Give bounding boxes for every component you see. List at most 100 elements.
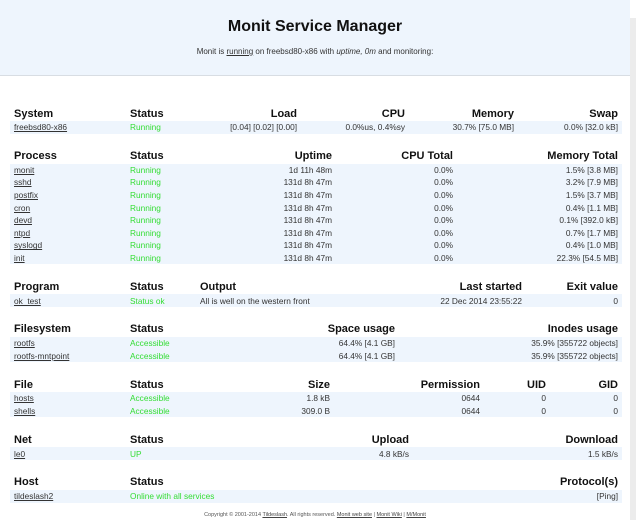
value-cell: 1d 11h 48m <box>200 163 336 177</box>
value-cell: 0.4% [1.1 MB] <box>457 201 622 214</box>
value-cell: 0644 <box>334 404 484 418</box>
column-header: Space usage <box>327 323 395 336</box>
value-cell: 131d 8h 47m <box>200 201 336 214</box>
column-header: CPU Total <box>401 150 453 163</box>
service-link[interactable]: le0 <box>14 448 26 459</box>
status-cell: Accessible <box>126 404 200 418</box>
status-host: on freebsd80-x86 with <box>253 47 337 56</box>
value-cell: 131d 8h 47m <box>200 176 336 189</box>
value-cell: 35.9% [355722 objects] <box>399 349 622 363</box>
service-link[interactable]: postfix <box>14 190 38 201</box>
table-row: le0 UP 4.8 kB/s 1.5 kB/s <box>10 447 622 460</box>
column-header: Net <box>14 433 32 446</box>
status-prefix: Monit is <box>196 47 227 56</box>
service-name-cell: monit <box>10 163 126 177</box>
value-cell: 131d 8h 47m <box>200 213 336 227</box>
value-cell: 0.0% [32.0 kB] <box>518 121 622 134</box>
value-cell: 1.5 kB/s <box>413 447 622 460</box>
process-table: Process Status Uptime CPU Total Memory Total… <box>10 149 622 265</box>
service-name-cell: le0 <box>10 447 126 460</box>
value-cell: 0.7% [1.7 MB] <box>457 226 622 240</box>
service-name-cell: ntpd <box>10 226 126 240</box>
running-link[interactable]: running <box>226 47 254 56</box>
status-cell: Running <box>126 121 200 134</box>
column-header: Status <box>130 378 164 391</box>
status-cell: Accessible <box>126 392 200 405</box>
column-header: Protocol(s) <box>559 476 618 489</box>
monit-wiki-link[interactable]: Monit Wiki <box>376 512 402 518</box>
value-cell: 131d 8h 47m <box>200 251 336 265</box>
footer: Copyright © 2001-2014 Tildeslash. All ri… <box>0 512 630 518</box>
status-cell: Running <box>126 163 200 177</box>
column-header: Status <box>130 107 164 120</box>
service-name-cell: rootfs-mntpoint <box>10 349 126 363</box>
page-header: Monit Service Manager Monit is running o… <box>0 0 630 76</box>
service-link[interactable]: monit <box>14 164 35 175</box>
value-cell: 0644 <box>334 392 484 405</box>
status-cell: Running <box>126 226 200 240</box>
table-row: hosts Accessible 1.8 kB 0644 0 0 <box>10 392 622 405</box>
value-cell: 30.7% [75.0 MB] <box>409 121 518 134</box>
service-link[interactable]: shells <box>14 406 36 417</box>
service-link[interactable]: ntpd <box>14 227 31 238</box>
service-link[interactable]: syslogd <box>14 240 43 251</box>
column-header: System <box>14 107 54 120</box>
table-row: freebsd80-x86 Running [0.04] [0.02] [0.00]… <box>10 121 622 134</box>
filesystem-table: Filesystem Status Space usage Inodes usage r… <box>10 322 622 363</box>
status-cell: Accessible <box>126 349 200 363</box>
service-name-cell: devd <box>10 213 126 227</box>
service-link[interactable]: hosts <box>14 393 34 404</box>
service-link[interactable]: rootfs-mntpoint <box>14 350 70 361</box>
status-cell: Running <box>126 213 200 227</box>
service-name-cell: cron <box>10 201 126 214</box>
status-cell: Running <box>126 188 200 202</box>
column-header: Output <box>200 280 237 293</box>
service-name-cell: sshd <box>10 176 126 189</box>
tildeslash-link[interactable]: Tildeslash <box>262 512 288 518</box>
value-cell: 1.5% [3.8 MB] <box>457 163 622 177</box>
value-cell: 0.0% <box>336 226 457 240</box>
service-name-cell: syslogd <box>10 239 126 252</box>
mmonit-link[interactable]: M/Monit <box>406 512 426 518</box>
table-row: sshd Running 131d 8h 47m 0.0% 3.2% [7.9 MB] <box>10 176 622 189</box>
program-table: Program Status Output Last started Exit valu… <box>10 279 622 307</box>
service-link[interactable]: tildeslash2 <box>14 491 54 502</box>
table-row: ok_test Status ok All is well on the weste… <box>10 294 622 307</box>
status-cell: Running <box>126 239 200 252</box>
column-header: Size <box>307 378 330 391</box>
service-name-cell: shells <box>10 404 126 418</box>
scrollbar[interactable] <box>630 18 636 520</box>
value-cell: 0.0% <box>336 201 457 214</box>
service-name-cell: tildeslash2 <box>10 489 126 503</box>
value-cell: 131d 8h 47m <box>200 188 336 202</box>
service-name-cell: freebsd80-x86 <box>10 121 126 134</box>
value-cell: 3.2% [7.9 MB] <box>457 176 622 189</box>
column-header: Status <box>130 476 164 489</box>
service-link[interactable]: freebsd80-x86 <box>14 122 68 133</box>
service-link[interactable]: rootfs <box>14 338 35 349</box>
value-cell: 22.3% [54.5 MB] <box>457 251 622 265</box>
service-link[interactable]: devd <box>14 215 32 226</box>
column-header: Load <box>270 107 297 120</box>
monit-website-link[interactable]: Monit web site <box>336 512 372 518</box>
page-title: Monit Service Manager <box>227 18 403 35</box>
value-cell: 0 <box>526 294 622 307</box>
status-cell: Accessible <box>126 336 200 350</box>
monit-status-line: Monit is running on freebsd80-x86 with u… <box>0 47 630 56</box>
table-header-row: System Status Load CPU Memory Swap <box>10 106 622 121</box>
column-header: Exit value <box>566 280 618 293</box>
column-header: Status <box>130 433 164 446</box>
service-link[interactable]: cron <box>14 202 31 213</box>
service-link[interactable]: ok_test <box>14 295 41 306</box>
table-row: shells Accessible 309.0 B 0644 0 0 <box>10 404 622 418</box>
service-link[interactable]: init <box>14 253 25 264</box>
table-header-row: Program Status Output Last started Exit valu… <box>10 279 622 294</box>
column-header: UID <box>527 378 546 391</box>
status-suffix: and monitoring: <box>375 47 434 56</box>
column-header: Status <box>130 150 164 163</box>
table-row: tildeslash2 Online with all services [Ping… <box>10 489 622 503</box>
value-cell: 0.0%us, 0.4%sy <box>301 121 409 134</box>
table-header-row: Host Status Protocol(s) <box>10 475 622 490</box>
value-cell: 131d 8h 47m <box>200 239 336 252</box>
service-link[interactable]: sshd <box>14 177 32 188</box>
